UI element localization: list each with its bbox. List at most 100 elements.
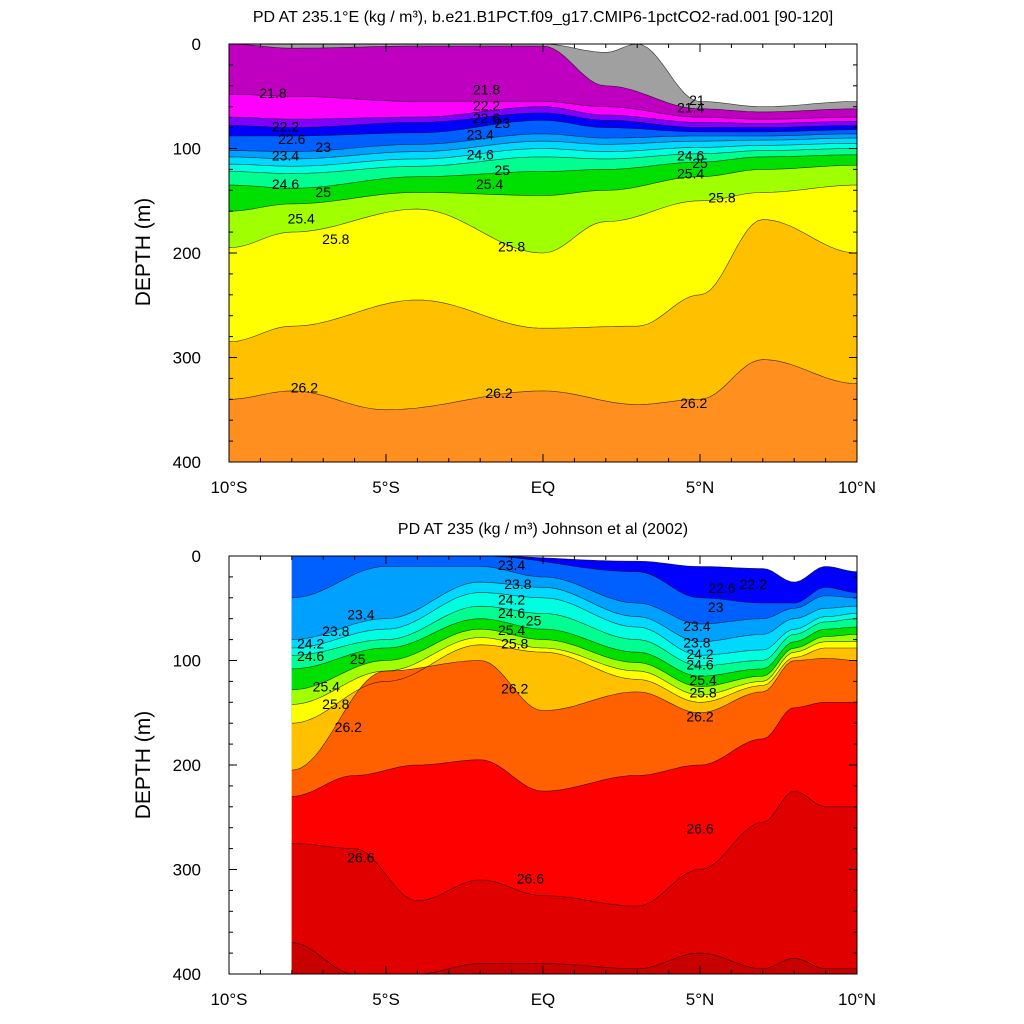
band-27.4	[291, 791, 857, 974]
bottom-panel-fills	[291, 556, 857, 974]
contour-label: 24.2	[686, 646, 713, 662]
contour-label: 25.4	[689, 672, 716, 688]
contour-label: 26.6	[517, 871, 544, 887]
contour-label: 22.2	[473, 97, 500, 113]
contour-label: 25.8	[501, 636, 528, 652]
contour-label: 23	[494, 115, 510, 131]
contour-label: 23.4	[467, 127, 494, 143]
contour-label: 26.2	[686, 709, 713, 725]
x-tick-label: 5°S	[372, 990, 400, 1009]
contour-label: 25	[494, 162, 510, 178]
contour-line-24.2	[291, 592, 858, 656]
contour-label: 25.4	[498, 622, 525, 638]
contour-label: 21	[689, 92, 705, 108]
top-panel-contour-lines	[228, 43, 858, 411]
contour-label: 23.8	[322, 623, 349, 639]
contour-label: 22.6	[278, 131, 305, 147]
contour-line-23	[229, 120, 857, 137]
contour-label: 25.8	[708, 189, 735, 205]
contour-line-27	[291, 702, 857, 797]
contour-label: 26.2	[335, 719, 362, 735]
x-tick-label: 10°S	[210, 990, 247, 1009]
contour-line-25.4	[228, 164, 858, 212]
contour-label: 26.6	[686, 821, 713, 837]
bottom-panel: PD AT 235 (kg / m³) Johnson et al (2002)…	[132, 521, 876, 1009]
contour-line-24.6	[229, 148, 857, 174]
contour-label: 23.4	[683, 618, 710, 634]
contour-label: 25.4	[313, 678, 340, 694]
contour-label: 23.8	[683, 635, 710, 651]
bottom-panel-ylabel: DEPTH (m)	[132, 711, 155, 820]
contour-line-26.6	[291, 658, 858, 771]
y-tick-label: 100	[173, 140, 201, 159]
x-tick-label: 10°N	[838, 478, 876, 497]
x-tick-label: 5°S	[372, 478, 400, 497]
top-panel-fills	[229, 44, 857, 463]
contour-label: 26.2	[501, 681, 528, 697]
top-panel-contour-labels: 21.822.222.62323.424.62525.425.821.822.2…	[259, 82, 735, 412]
contour-label: 24.6	[467, 147, 494, 163]
contour-label: 25	[315, 184, 331, 200]
contour-label: 24.6	[297, 648, 324, 664]
contour-line-25	[291, 618, 858, 677]
contour-label: 23.4	[498, 557, 525, 573]
x-tick-label: 5°N	[686, 478, 715, 497]
y-tick-label: 200	[173, 244, 201, 263]
bottom-panel-contour-labels: 23.423.824.224.6 2525.425.826.223.423.824…	[297, 557, 767, 887]
x-tick-label: 10°N	[838, 990, 876, 1009]
contour-label: 25.8	[322, 231, 349, 247]
top-panel-title: PD AT 235.1°E (kg / m³), b.e21.B1PCT.f09…	[253, 9, 833, 26]
x-tick-label: EQ	[531, 990, 556, 1009]
contour-label: 22.6	[708, 580, 735, 596]
contour-line-23.4	[229, 133, 857, 152]
contour-label: 25.4	[476, 176, 503, 192]
contour-line-25.4	[291, 628, 858, 691]
band-26.6	[229, 359, 857, 462]
bottom-panel-axes: 10°S 5°S EQ 5°N 10°N 0 100 200 300 400	[173, 547, 876, 1009]
top-panel: PD AT 235.1°E (kg / m³), b.e21.B1PCT.f09…	[132, 9, 876, 497]
contour-line-22.2	[228, 106, 857, 124]
contour-label: 25.4	[677, 165, 704, 181]
contour-label: 24.6	[686, 656, 713, 672]
contour-label: 26.2	[291, 380, 318, 396]
contour-label: 26.2	[485, 385, 512, 401]
y-tick-label: 400	[173, 965, 201, 984]
y-tick-label: 400	[173, 453, 201, 472]
contour-line-21.8	[229, 93, 858, 120]
contour-line-23.8	[291, 581, 858, 643]
contour-label: 25	[350, 651, 366, 667]
y-tick-label: 0	[192, 547, 201, 566]
contour-label: 25.8	[322, 696, 349, 712]
band-27.8	[291, 942, 857, 974]
contour-line-26.6	[228, 359, 858, 411]
contour-label: 21.8	[473, 82, 500, 98]
contour-label: 26.2	[680, 395, 707, 411]
contour-label: 24.2	[498, 592, 525, 608]
contour-line-26.2	[291, 644, 857, 724]
contour-line-26.2	[228, 219, 858, 343]
contour-line-24.2	[229, 143, 857, 167]
contour-label: 26.6	[347, 850, 374, 866]
contour-label: 24.6	[498, 605, 525, 621]
contour-line-27.4	[291, 790, 857, 907]
contour-label: 24.2	[297, 636, 324, 652]
top-panel-ylabel: DEPTH (m)	[132, 198, 155, 307]
contour-label: 24.6	[272, 176, 299, 192]
x-tick-label: 5°N	[686, 990, 715, 1009]
contour-line-22.6	[229, 112, 857, 128]
top-panel-axes: 10°S 5°S EQ 5°N 10°N 0 100 200 300 400	[173, 35, 876, 497]
contour-line-23.8	[229, 137, 857, 160]
y-tick-label: 300	[173, 861, 201, 880]
contour-label: 22.6	[473, 110, 500, 126]
y-tick-label: 0	[192, 35, 201, 54]
bottom-panel-title: PD AT 235 (kg / m³) Johnson et al (2002)	[398, 521, 688, 538]
contour-line-25	[229, 154, 857, 189]
contour-label: 25.8	[498, 239, 525, 255]
y-tick-label: 100	[173, 652, 201, 671]
contour-label: 22.2	[272, 118, 299, 134]
contour-label: 25.4	[288, 210, 315, 226]
contour-label: 23	[315, 139, 331, 155]
y-tick-label: 300	[173, 349, 201, 368]
contour-label: 23.8	[504, 576, 531, 592]
